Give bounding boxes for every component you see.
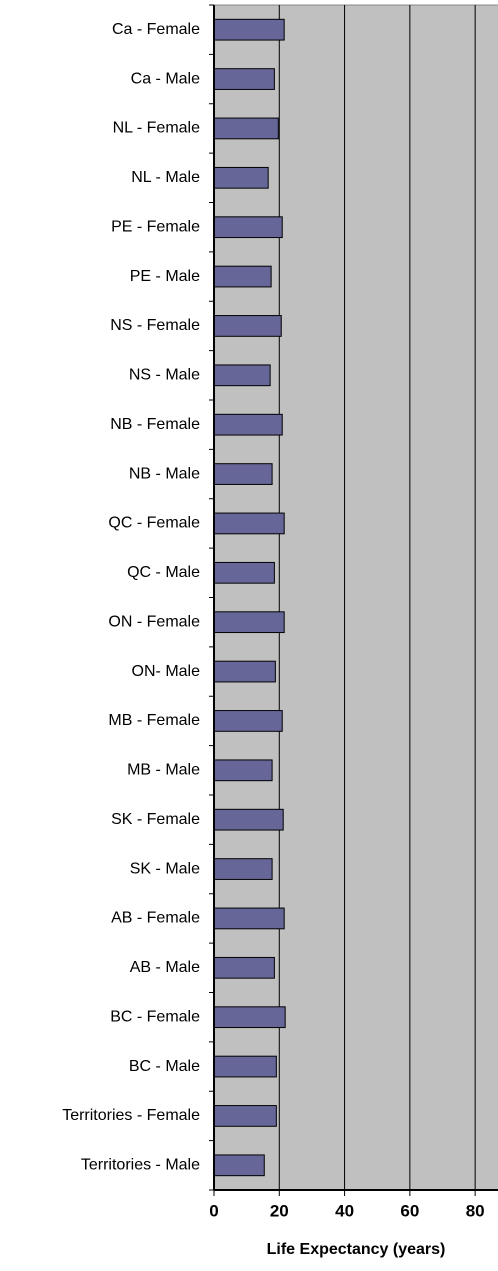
x-tick-label: 20	[270, 1201, 289, 1220]
bar	[213, 660, 276, 683]
bar	[213, 166, 269, 189]
bar	[213, 611, 285, 634]
bar	[213, 216, 283, 239]
bar	[213, 808, 284, 831]
y-tick-label: NL - Female	[113, 120, 201, 137]
y-tick-label: MB - Female	[108, 712, 200, 729]
y-tick-label: ON- Male	[132, 663, 201, 680]
bar	[213, 364, 271, 387]
bar	[213, 1006, 286, 1029]
bar	[213, 265, 272, 288]
bar	[213, 1154, 265, 1177]
x-tick-label: 80	[466, 1201, 485, 1220]
y-tick-label: SK - Female	[111, 811, 200, 828]
bar	[213, 68, 275, 90]
y-tick-label: Territories - Male	[81, 1157, 200, 1174]
bar	[213, 956, 275, 979]
y-tick-label: PE - Male	[130, 268, 200, 285]
y-tick-label: NS - Female	[110, 317, 200, 334]
y-tick-label: NB - Male	[129, 465, 200, 482]
y-tick-label: BC - Male	[129, 1058, 200, 1075]
bar	[213, 413, 283, 436]
y-tick-label: NS - Male	[129, 367, 200, 384]
bar	[213, 315, 282, 337]
x-tick-label: 0	[209, 1201, 218, 1220]
y-tick-label: BC - Female	[110, 1008, 200, 1025]
y-tick-label: MB - Male	[127, 762, 200, 779]
x-axis-title: Life Expectancy (years)	[267, 1241, 446, 1258]
y-tick-label: AB - Male	[130, 959, 200, 976]
bar	[213, 710, 283, 732]
y-tick-label: Ca - Female	[112, 21, 200, 38]
bar	[213, 1055, 277, 1078]
y-tick-label: Ca - Male	[131, 70, 200, 87]
y-tick-label: Territories - Female	[62, 1107, 200, 1124]
bar	[213, 463, 273, 485]
bar	[213, 18, 285, 41]
bar	[213, 759, 273, 782]
bar	[213, 561, 275, 584]
y-tick-label: NB - Female	[110, 416, 200, 433]
y-tick-label: AB - Female	[111, 910, 200, 927]
bar	[213, 117, 279, 140]
bar	[213, 858, 273, 880]
y-tick-label: PE - Female	[111, 218, 200, 235]
y-tick-label: ON - Female	[108, 613, 200, 630]
x-tick-label: 40	[335, 1201, 354, 1220]
x-tick-label: 60	[400, 1201, 419, 1220]
bar	[213, 907, 285, 930]
bar	[213, 512, 285, 535]
y-tick-label: NL - Male	[131, 169, 200, 186]
y-tick-label: SK - Male	[130, 860, 200, 877]
y-tick-label: QC - Male	[127, 564, 200, 581]
plot-area	[214, 5, 498, 1190]
y-tick-label: QC - Female	[108, 515, 200, 532]
bar	[213, 1105, 277, 1127]
